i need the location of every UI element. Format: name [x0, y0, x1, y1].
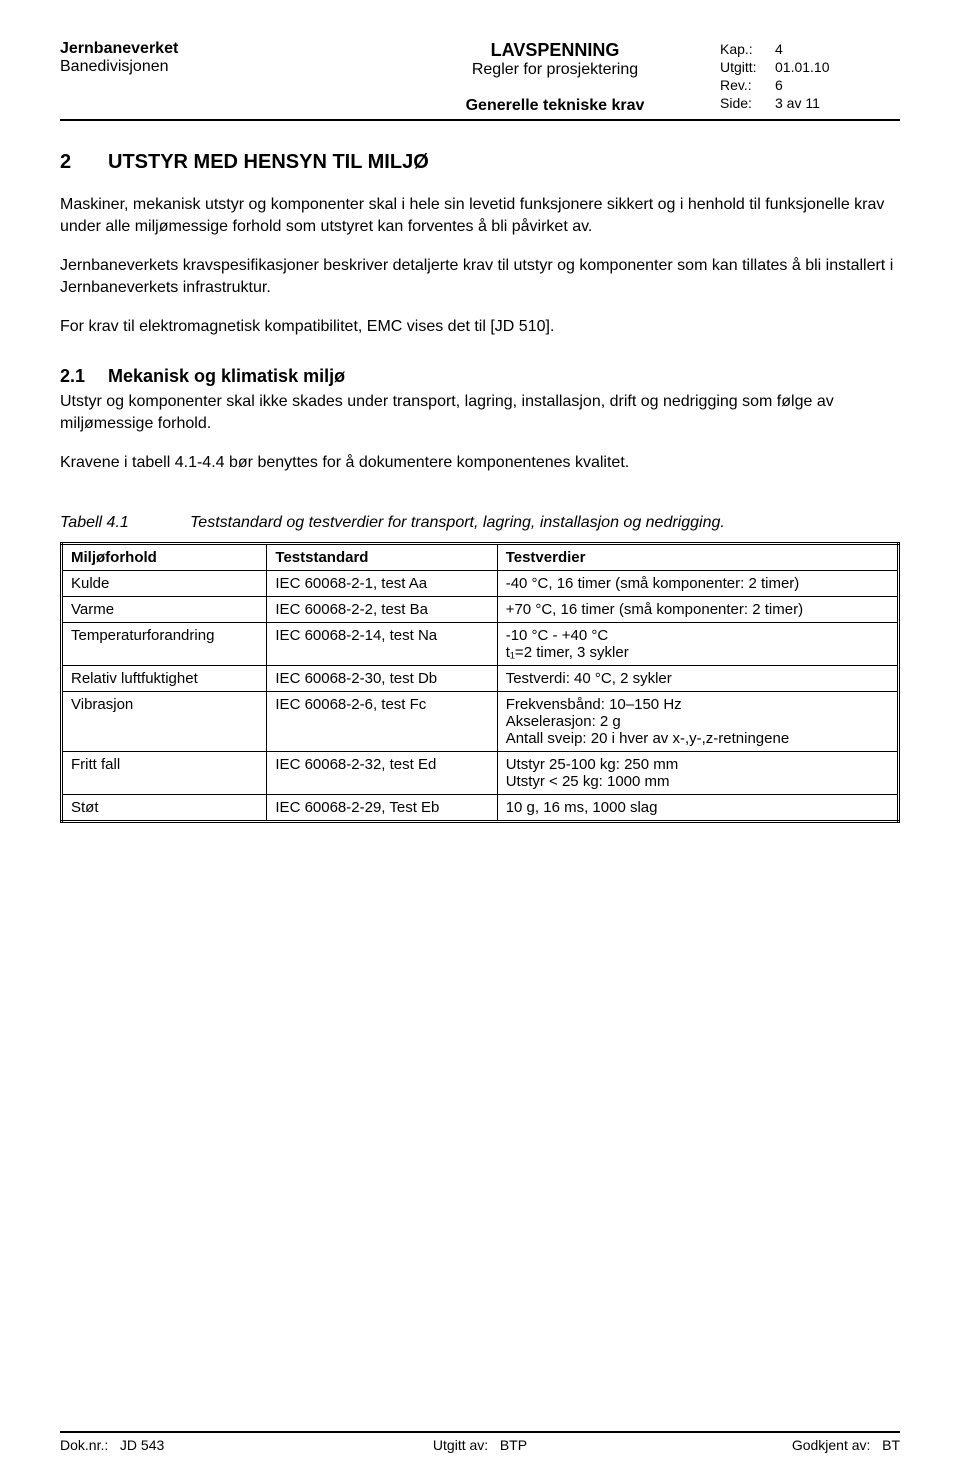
table-row: VarmeIEC 60068-2-2, test Ba+70 °C, 16 ti… [62, 596, 899, 622]
table-4-1-caption: Tabell 4.1 Teststandard og testverdier f… [60, 514, 900, 532]
cell-teststandard: IEC 60068-2-6, test Fc [267, 691, 497, 751]
cell-teststandard: IEC 60068-2-2, test Ba [267, 596, 497, 622]
cell-testverdier: +70 °C, 16 timer (små komponenter: 2 tim… [497, 596, 898, 622]
table-row: KuldeIEC 60068-2-1, test Aa-40 °C, 16 ti… [62, 570, 899, 596]
cell-miljoforhold: Relativ luftfuktighet [62, 665, 267, 691]
cell-miljoforhold: Kulde [62, 570, 267, 596]
division-name: Banedivisjonen [60, 58, 390, 76]
rev-label: Rev.: [720, 77, 775, 93]
utgitt-label: Utgitt: [720, 59, 775, 75]
section-2-1-title: Mekanisk og klimatisk miljø [108, 366, 345, 386]
side-label: Side: [720, 95, 775, 111]
doc-category: LAVSPENNING [390, 40, 720, 61]
section-2-para-1: Maskiner, mekanisk utstyr og komponenter… [60, 194, 900, 237]
header-left: Jernbaneverket Banedivisjonen [60, 40, 390, 76]
section-2-1-para-2: Kravene i tabell 4.1-4.4 bør benyttes fo… [60, 452, 900, 474]
cell-miljoforhold: Temperaturforandring [62, 622, 267, 665]
section-2-heading: 2UTSTYR MED HENSYN TIL MILJØ [60, 151, 900, 174]
org-name: Jernbaneverket [60, 40, 390, 58]
cell-testverdier: Utstyr 25-100 kg: 250 mm Utstyr < 25 kg:… [497, 751, 898, 794]
table-4-1-caption-text: Teststandard og testverdier for transpor… [190, 514, 725, 532]
cell-testverdier: -40 °C, 16 timer (små komponenter: 2 tim… [497, 570, 898, 596]
side-value: 3 av 11 [775, 95, 900, 111]
table-4-1: Miljøforhold Teststandard Testverdier Ku… [60, 542, 900, 823]
table-row: VibrasjonIEC 60068-2-6, test FcFrekvensb… [62, 691, 899, 751]
table-row: StøtIEC 60068-2-29, Test Eb10 g, 16 ms, … [62, 794, 899, 821]
doknr-value: JD 543 [120, 1437, 164, 1453]
table-row: Fritt fallIEC 60068-2-32, test EdUtstyr … [62, 751, 899, 794]
section-2-para-3: For krav til elektromagnetisk kompatibil… [60, 316, 900, 338]
section-2-para-2: Jernbaneverkets kravspesifikasjoner besk… [60, 255, 900, 298]
utgittav-label: Utgitt av: [433, 1437, 488, 1453]
cell-miljoforhold: Vibrasjon [62, 691, 267, 751]
table-header-row: Miljøforhold Teststandard Testverdier [62, 543, 899, 570]
rev-value: 6 [775, 77, 900, 93]
footer-center: Utgitt av: BTP [340, 1437, 620, 1453]
section-2-1-heading: 2.1Mekanisk og klimatisk miljø [60, 366, 900, 387]
cell-miljoforhold: Varme [62, 596, 267, 622]
page-header: Jernbaneverket Banedivisjonen LAVSPENNIN… [60, 40, 900, 121]
cell-teststandard: IEC 60068-2-29, Test Eb [267, 794, 497, 821]
cell-teststandard: IEC 60068-2-32, test Ed [267, 751, 497, 794]
godkjentav-value: BT [882, 1437, 900, 1453]
cell-teststandard: IEC 60068-2-14, test Na [267, 622, 497, 665]
cell-testverdier: Frekvensbånd: 10–150 Hz Akselerasjon: 2 … [497, 691, 898, 751]
cell-miljoforhold: Fritt fall [62, 751, 267, 794]
header-right: Kap.:4 Utgitt:01.01.10 Rev.:6 Side:3 av … [720, 40, 900, 112]
kap-label: Kap.: [720, 41, 775, 57]
page-footer: Dok.nr.: JD 543 Utgitt av: BTP Godkjent … [60, 1431, 900, 1453]
doc-section-title: Generelle tekniske krav [390, 97, 720, 115]
header-center: LAVSPENNING Regler for prosjektering Gen… [390, 40, 720, 115]
table-row: Relativ luftfuktighetIEC 60068-2-30, tes… [62, 665, 899, 691]
table-row: TemperaturforandringIEC 60068-2-14, test… [62, 622, 899, 665]
cell-teststandard: IEC 60068-2-1, test Aa [267, 570, 497, 596]
section-2-number: 2 [60, 151, 108, 174]
section-2-title: UTSTYR MED HENSYN TIL MILJØ [108, 151, 429, 173]
cell-testverdier: 10 g, 16 ms, 1000 slag [497, 794, 898, 821]
col-miljoforhold: Miljøforhold [62, 543, 267, 570]
utgittav-value: BTP [500, 1437, 527, 1453]
cell-testverdier: -10 °C - +40 °C t₁=2 timer, 3 sykler [497, 622, 898, 665]
cell-miljoforhold: Støt [62, 794, 267, 821]
doc-subtitle: Regler for prosjektering [390, 61, 720, 79]
cell-testverdier: Testverdi: 40 °C, 2 sykler [497, 665, 898, 691]
godkjentav-label: Godkjent av: [792, 1437, 871, 1453]
doknr-label: Dok.nr.: [60, 1437, 108, 1453]
col-teststandard: Teststandard [267, 543, 497, 570]
section-2-1-number: 2.1 [60, 366, 108, 387]
footer-right: Godkjent av: BT [620, 1437, 900, 1453]
section-2-1-para-1: Utstyr og komponenter skal ikke skades u… [60, 391, 900, 434]
cell-teststandard: IEC 60068-2-30, test Db [267, 665, 497, 691]
footer-left: Dok.nr.: JD 543 [60, 1437, 340, 1453]
kap-value: 4 [775, 41, 900, 57]
table-4-1-label: Tabell 4.1 [60, 514, 190, 532]
col-testverdier: Testverdier [497, 543, 898, 570]
utgitt-value: 01.01.10 [775, 59, 900, 75]
